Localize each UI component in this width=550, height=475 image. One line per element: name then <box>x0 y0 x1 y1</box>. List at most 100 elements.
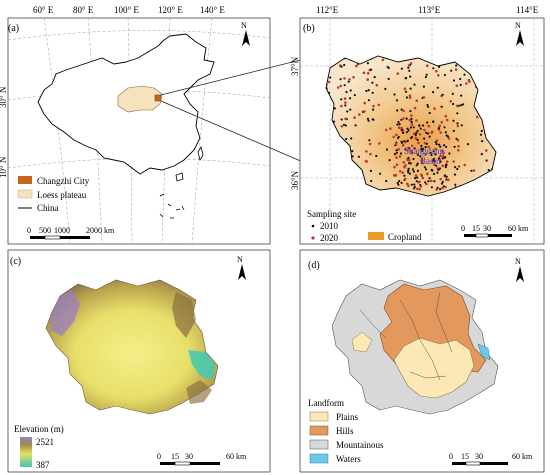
sampling-site-dot <box>421 176 425 180</box>
changzhi-city-marker <box>154 94 162 102</box>
sampling-site-dot <box>398 180 401 183</box>
sampling-site-dot <box>423 137 426 140</box>
sampling-site-dot <box>426 132 430 135</box>
sampling-site-dot <box>441 186 444 190</box>
sampling-site-dot <box>413 83 416 86</box>
legend-swatch-waters <box>309 453 329 464</box>
sampling-site-dot <box>366 117 370 120</box>
svg-text:N: N <box>241 21 247 30</box>
high-elevation-area <box>172 292 196 338</box>
sampling-site-dot <box>407 64 411 67</box>
sampling-site-dot <box>467 143 470 146</box>
sampling-site-dot <box>475 115 479 119</box>
sampling-site-dot <box>402 109 405 113</box>
sampling-site-dot <box>450 69 453 72</box>
sampling-site-dot <box>395 151 398 154</box>
sampling-site-dot <box>433 180 436 183</box>
sampling-site-dot <box>456 104 459 108</box>
sampling-site-dot <box>410 144 414 148</box>
sampling-site-dot <box>406 140 409 143</box>
sampling-site-dot <box>457 149 460 152</box>
sampling-site-dot <box>425 131 428 134</box>
sampling-site-dot <box>407 156 410 160</box>
sampling-site-dot <box>452 119 455 122</box>
sampling-site-dot <box>422 124 425 127</box>
sampling-site-dot <box>395 163 399 166</box>
sampling-site-dot <box>395 99 399 102</box>
sampling-site-dot <box>410 114 413 117</box>
sampling-site-dot <box>398 155 402 158</box>
scale-label: 15 <box>171 452 179 461</box>
sampling-site-dot <box>443 144 446 147</box>
legend-label-plains: Plains <box>336 412 359 422</box>
scale-label: 15 <box>461 452 469 461</box>
sampling-site-dot <box>409 87 412 90</box>
island-outline <box>197 145 204 162</box>
sampling-site-dot <box>430 168 433 171</box>
sampling-site-dot <box>454 183 457 186</box>
sampling-site-dot <box>425 142 428 145</box>
sampling-site-dot <box>415 131 418 134</box>
sampling-site-dot <box>435 139 439 142</box>
sampling-site-dot <box>393 93 396 96</box>
sampling-site-dot <box>445 118 449 122</box>
sampling-site-dot <box>400 128 403 131</box>
svg-text:N: N <box>515 257 521 266</box>
sampling-site-dot <box>364 159 368 163</box>
sampling-site-dot <box>459 77 462 81</box>
sampling-site-dot <box>369 169 372 172</box>
legend-swatch-changzhi <box>18 176 32 184</box>
sampling-site-dot <box>344 117 347 121</box>
legend-symbol-2010 <box>311 224 315 228</box>
scale-label: 0 <box>27 226 31 235</box>
sampling-site-dot <box>405 117 408 120</box>
panel-b-left-tick: 37°N <box>290 56 300 76</box>
high-elevation-area <box>186 380 212 404</box>
elevation-max-label: 2521 <box>36 437 54 447</box>
panel-a-left-tick: 10° N <box>0 156 8 178</box>
landform-waters <box>477 343 491 361</box>
sampling-site-dot <box>417 181 420 184</box>
sampling-site-dot <box>426 121 429 124</box>
sampling-site-dot <box>377 103 381 107</box>
sampling-site-dot <box>387 66 390 70</box>
sampling-site-dot <box>437 127 440 130</box>
sampling-site-dot <box>358 113 361 116</box>
sampling-site-dot <box>368 142 372 146</box>
sampling-site-dot <box>396 123 399 126</box>
sampling-site-dot <box>480 153 483 156</box>
sampling-site-dot <box>451 92 454 95</box>
landform-plains <box>351 331 373 353</box>
legend-label-waters: Waters <box>336 454 361 464</box>
panel-b: (b) 112°E 113°E 114°E 37°N 36°N Shangdan… <box>290 5 545 245</box>
sampling-site-dot <box>456 122 459 125</box>
sampling-site-dot <box>452 160 456 163</box>
sampling-site-dot <box>460 104 463 107</box>
sampling-site-dot <box>397 135 400 139</box>
sampling-site-dot <box>453 145 456 148</box>
sampling-site-dot <box>385 179 388 183</box>
basin-label: Basin <box>420 156 441 166</box>
sampling-site-dot <box>453 173 457 176</box>
sampling-site-dot <box>408 69 411 72</box>
sampling-site-dot <box>426 172 429 176</box>
svg-text:N: N <box>515 21 521 30</box>
low-elevation-area <box>188 350 216 380</box>
sampling-site-dot <box>327 80 331 84</box>
panel-b-left-tick: 36°N <box>290 170 300 190</box>
legend-title: Sampling site <box>307 209 356 219</box>
sampling-site-dot <box>397 183 400 186</box>
legend-swatch-mountainous <box>309 439 329 450</box>
sampling-site-dot <box>425 73 428 76</box>
sampling-site-dot <box>397 126 401 129</box>
sampling-site-dot <box>409 75 412 78</box>
sampling-site-dot <box>408 118 412 122</box>
legend-label-2020: 2020 <box>320 233 339 243</box>
sampling-site-dot <box>346 110 349 113</box>
sampling-site-dot <box>452 102 455 106</box>
sampling-site-dot <box>439 160 442 163</box>
sampling-site-dot <box>410 123 414 126</box>
sampling-site-dot <box>429 151 432 154</box>
sampling-site-dot <box>409 110 412 113</box>
